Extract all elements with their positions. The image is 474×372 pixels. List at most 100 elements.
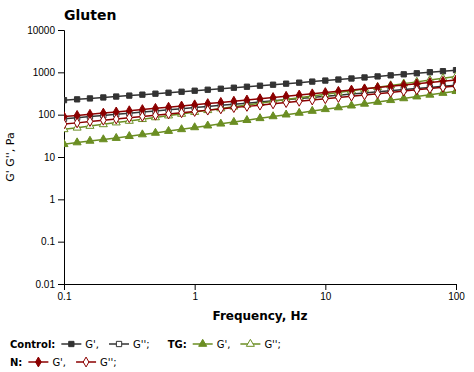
point — [112, 133, 120, 140]
point — [401, 86, 407, 96]
legend-label: G''; — [133, 339, 150, 350]
point — [218, 104, 224, 114]
point — [414, 85, 420, 95]
point — [192, 88, 197, 93]
point — [414, 71, 419, 76]
legend-item: G''; — [76, 357, 117, 368]
point — [74, 97, 79, 102]
point — [205, 105, 211, 115]
tick-mark — [58, 284, 64, 285]
point — [151, 128, 159, 135]
x-axis: 0.1110100 — [58, 284, 466, 302]
point — [336, 93, 342, 103]
point — [178, 125, 186, 132]
point — [101, 95, 106, 100]
point — [349, 91, 355, 101]
point — [257, 100, 263, 110]
point — [244, 84, 249, 89]
point — [204, 121, 212, 128]
point — [270, 82, 275, 87]
tick-label: 100 — [448, 291, 465, 302]
point — [308, 106, 316, 113]
point — [217, 119, 225, 126]
legend-group-label: TG: — [168, 339, 187, 350]
tick-label: 10000 — [27, 25, 55, 36]
point — [375, 89, 381, 99]
point — [440, 82, 446, 92]
point — [73, 138, 81, 145]
tick-mark — [58, 242, 64, 243]
point — [388, 73, 393, 78]
y-axis-title: G' G'', Pa — [4, 132, 17, 182]
point — [64, 119, 67, 129]
tick-label: 1 — [192, 291, 198, 302]
legend-group-label: N: — [10, 357, 22, 368]
point — [256, 114, 264, 121]
point — [230, 117, 238, 124]
tick-label: 0.1 — [41, 236, 55, 247]
point — [362, 75, 367, 80]
point — [231, 103, 237, 113]
point — [205, 87, 210, 92]
point — [336, 77, 341, 82]
point — [362, 90, 368, 100]
point — [87, 96, 92, 101]
point — [192, 107, 198, 117]
point — [113, 114, 119, 124]
point — [297, 80, 302, 85]
tick-label: 100 — [38, 109, 55, 120]
point — [334, 103, 342, 110]
point — [310, 79, 315, 84]
point — [140, 92, 145, 97]
point — [282, 110, 290, 117]
point — [309, 95, 315, 105]
point — [127, 93, 132, 98]
legend-label: G', — [217, 339, 231, 350]
tick-mark — [195, 284, 196, 290]
point — [244, 101, 250, 111]
tick: 1 — [192, 284, 198, 302]
tick-mark — [58, 30, 64, 31]
point — [401, 72, 406, 77]
point — [321, 105, 329, 112]
tick-mark — [58, 199, 64, 200]
point — [218, 86, 223, 91]
tick-mark — [58, 157, 64, 158]
legend-swatch-marker — [246, 339, 254, 346]
point — [64, 98, 67, 103]
point — [295, 108, 303, 115]
tick-mark — [58, 72, 64, 73]
plot-area — [64, 67, 456, 146]
point — [323, 78, 328, 83]
legend-swatch-marker — [36, 357, 42, 367]
point — [427, 84, 433, 94]
point — [166, 109, 172, 119]
title: Gluten — [64, 7, 116, 23]
tick-label: 10 — [320, 291, 332, 302]
point — [269, 112, 277, 119]
y-axis: 0.010.1110100100010000 — [27, 25, 64, 290]
point — [296, 96, 302, 106]
legend-label: G''; — [264, 339, 281, 350]
point — [166, 90, 171, 95]
series-line — [64, 80, 456, 117]
point — [86, 136, 94, 143]
tick-label: 0.01 — [36, 279, 56, 290]
legend-item: G''; — [109, 339, 150, 350]
point — [140, 111, 146, 121]
tick-mark — [325, 284, 326, 290]
point — [283, 81, 288, 86]
point — [283, 98, 289, 108]
legend-swatch-marker — [199, 339, 207, 346]
legend-item: G', — [193, 339, 231, 350]
point — [100, 115, 106, 125]
point — [87, 117, 93, 127]
legend-item: G', — [61, 339, 99, 350]
point — [243, 116, 251, 123]
tick: 100 — [448, 284, 465, 302]
point — [165, 126, 173, 133]
tick: 100 — [38, 109, 64, 120]
point — [270, 99, 276, 109]
tick-label: 1000 — [33, 67, 56, 78]
tick: 0.1 — [41, 236, 64, 247]
